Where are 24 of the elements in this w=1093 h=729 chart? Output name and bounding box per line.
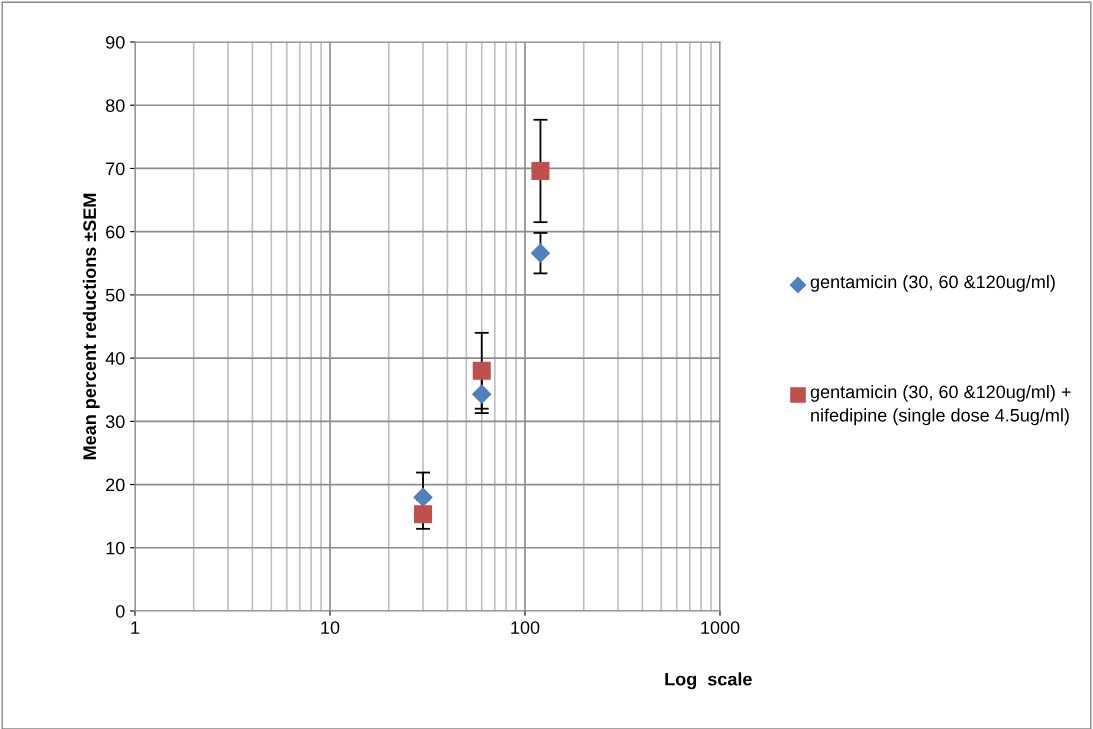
legend-label: gentamicin (30, 60 &120ug/ml)	[810, 275, 1055, 292]
x-axis-title: Log scale	[665, 672, 752, 690]
point	[472, 384, 492, 404]
y-tick-label: 30	[105, 415, 125, 429]
x-tick-label: 1000	[701, 621, 740, 634]
point	[531, 161, 550, 181]
point	[413, 487, 433, 507]
legend-label: gentamicin (30, 60 &120ug/ml) + nifedipine (single dose 4.5ug/ml)	[810, 385, 1071, 426]
point	[414, 505, 433, 524]
x-tick-label: 10	[321, 621, 340, 634]
y-tick-label: 40	[105, 352, 125, 365]
y-tick-label: 90	[106, 35, 125, 49]
x-tick-label: 1	[131, 621, 140, 634]
y-axis-title: Mean percent reductions ±SEM	[82, 193, 100, 460]
y-tick-label: 0	[115, 604, 125, 618]
y-tick-label: 50	[105, 288, 125, 302]
y-tick-label: 70	[106, 162, 125, 176]
y-tick-label: 10	[106, 541, 125, 555]
y-tick-label: 80	[105, 99, 125, 112]
y-tick-label: 60	[106, 225, 125, 239]
point	[472, 361, 491, 380]
point	[530, 243, 550, 263]
x-tick-label: 100	[511, 621, 540, 634]
y-tick-label: 20	[106, 478, 125, 492]
